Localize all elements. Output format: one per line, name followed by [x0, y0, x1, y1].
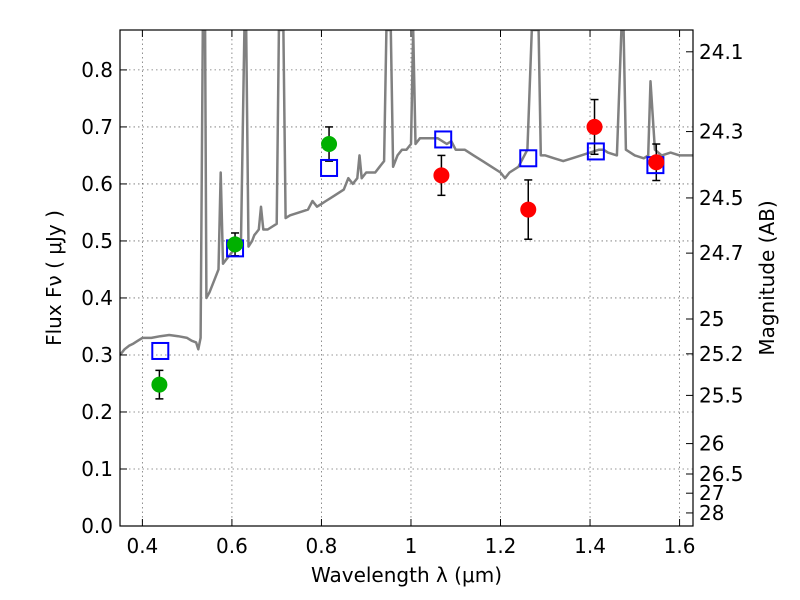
x-axis-label: Wavelength λ (μm) — [311, 563, 502, 587]
y-tick-label: 0.5 — [81, 229, 113, 253]
y-tick-label: 0.0 — [81, 514, 113, 538]
model-flux-marker — [519, 149, 538, 168]
y-tick-label: 0.2 — [81, 400, 113, 424]
mag-tick-label: 24.5 — [699, 186, 744, 210]
spectrum-line — [120, 30, 693, 356]
x-tick-label: 0.6 — [216, 534, 248, 558]
x-tick-label: 1 — [405, 534, 418, 558]
mag-tick-label: 25 — [699, 307, 724, 331]
markers — [151, 118, 665, 393]
spectrum — [120, 30, 693, 356]
observed-flux-point — [227, 236, 244, 253]
y-tick-label: 0.7 — [81, 115, 113, 139]
mag-tick-label: 27 — [699, 481, 724, 505]
x-tick-label: 0.4 — [126, 534, 158, 558]
y-tick-label: 0.1 — [81, 457, 113, 481]
observed-flux-point — [433, 167, 450, 184]
right-axis-label: Magnitude (AB) — [755, 200, 779, 355]
mag-tick-label: 24.3 — [699, 120, 744, 144]
y-tick-label: 0.4 — [81, 286, 113, 310]
plot-frame — [119, 29, 694, 527]
y-axis-label: Flux Fν ( μJy ) — [42, 210, 66, 346]
ticks — [120, 30, 693, 527]
y-tick-label: 0.8 — [81, 58, 113, 82]
model-flux-marker — [586, 142, 605, 161]
model-flux-marker — [434, 130, 453, 149]
mag-tick-label: 25.2 — [699, 342, 744, 366]
mag-tick-label: 28 — [699, 501, 724, 525]
observed-flux-point — [321, 136, 338, 153]
model-flux-marker — [151, 341, 170, 360]
y-tick-label: 0.3 — [81, 343, 113, 367]
mag-tick-label: 26.5 — [699, 462, 744, 486]
tick-labels: 0.4 0.6 0.8 1 1.2 1.4 1.6 0.0 0.1 0.2 0.3 0.4 0.5 0.6… — [81, 40, 743, 558]
mag-tick-label: 25.5 — [699, 383, 744, 407]
mag-tick-label: 24.1 — [699, 40, 744, 64]
x-tick-label: 0.8 — [306, 534, 338, 558]
observed-flux-point — [520, 201, 537, 218]
observed-flux-point — [151, 376, 168, 393]
x-tick-label: 1.6 — [664, 534, 696, 558]
mag-tick-label: 24.7 — [699, 241, 744, 265]
x-tick-label: 1.4 — [574, 534, 606, 558]
mag-tick-label: 26 — [699, 432, 724, 456]
observed-flux-point — [586, 118, 603, 135]
observed-flux-point — [648, 154, 665, 171]
y-tick-label: 0.6 — [81, 172, 113, 196]
x-tick-label: 1.2 — [485, 534, 517, 558]
grid — [120, 30, 693, 526]
model-flux-marker — [320, 158, 339, 177]
